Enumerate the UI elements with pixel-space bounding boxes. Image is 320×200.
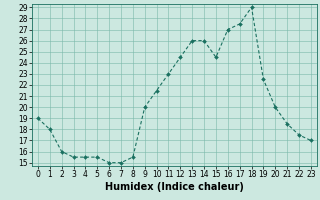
X-axis label: Humidex (Indice chaleur): Humidex (Indice chaleur) — [105, 182, 244, 192]
